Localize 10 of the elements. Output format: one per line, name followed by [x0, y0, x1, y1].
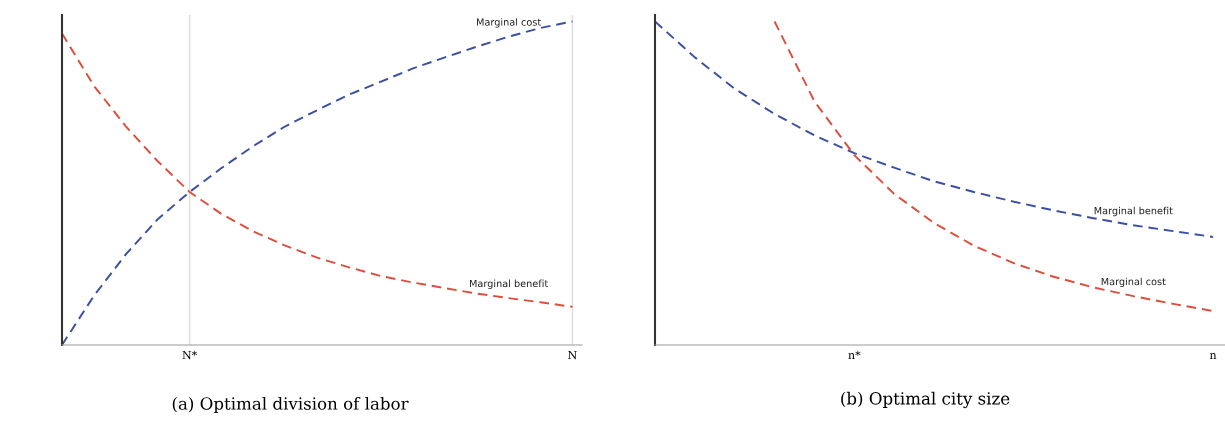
x-tick-label: N*: [182, 350, 198, 360]
x-tick-label: n: [1209, 353, 1217, 359]
series-label: Marginal benefit: [469, 279, 548, 289]
series-label: Marginal cost: [477, 18, 541, 28]
text: (b) Optimal city size: [841, 391, 1010, 409]
series-label: Marginal benefit: [1094, 206, 1173, 217]
x-tick-label: n*: [848, 350, 861, 359]
text: (a) Optimal division of labor: [172, 396, 409, 414]
x-tick-label: N: [568, 350, 577, 360]
series-label: Marginal cost: [1101, 277, 1166, 288]
